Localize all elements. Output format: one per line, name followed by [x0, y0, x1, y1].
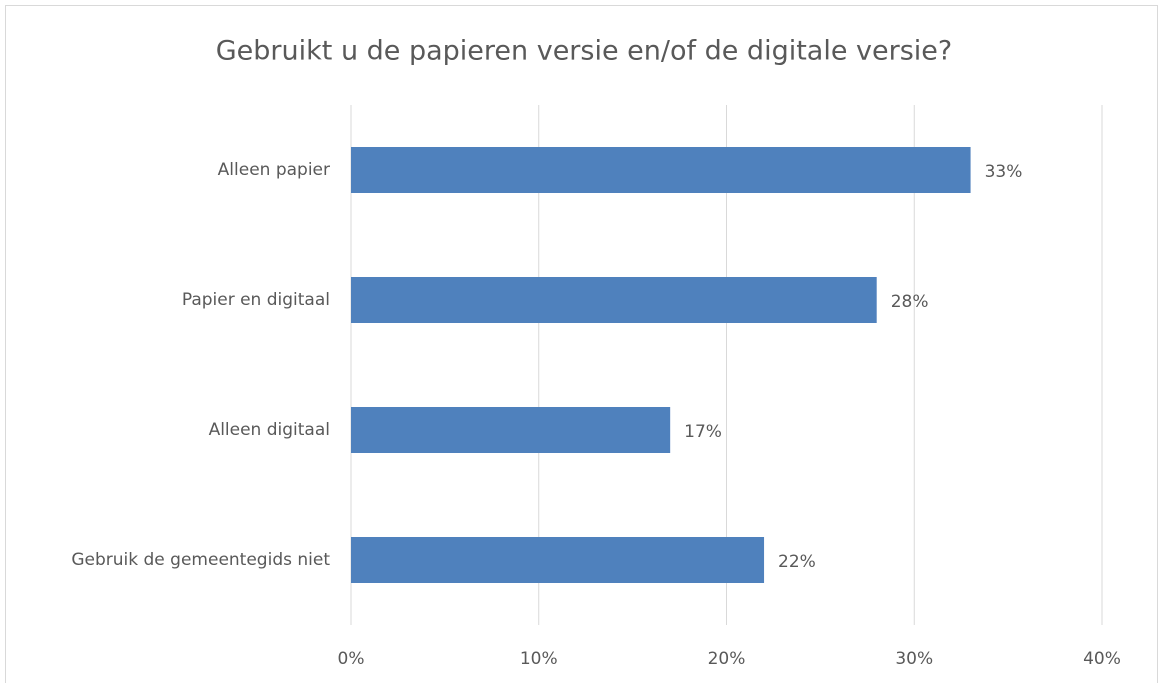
x-tick-label: 30%: [895, 649, 933, 669]
data-label: 28%: [891, 292, 929, 312]
bar: [351, 147, 971, 193]
y-tick-label: Papier en digitaal: [182, 290, 330, 310]
bar: [351, 407, 671, 453]
bar: [351, 277, 877, 323]
data-label: 33%: [985, 162, 1023, 182]
x-tick-label: 20%: [708, 649, 746, 669]
y-tick-label: Alleen digitaal: [209, 420, 330, 440]
chart-title: Gebruikt u de papieren versie en/of de d…: [216, 36, 953, 67]
data-label: 17%: [684, 422, 722, 442]
x-tick-label: 0%: [338, 649, 365, 669]
y-tick-label: Alleen papier: [218, 160, 330, 180]
data-label: 22%: [778, 552, 816, 572]
x-tick-label: 40%: [1083, 649, 1121, 669]
bar: [351, 537, 765, 583]
y-tick-label: Gebruik de gemeentegids niet: [71, 550, 330, 570]
x-tick-label: 10%: [520, 649, 558, 669]
